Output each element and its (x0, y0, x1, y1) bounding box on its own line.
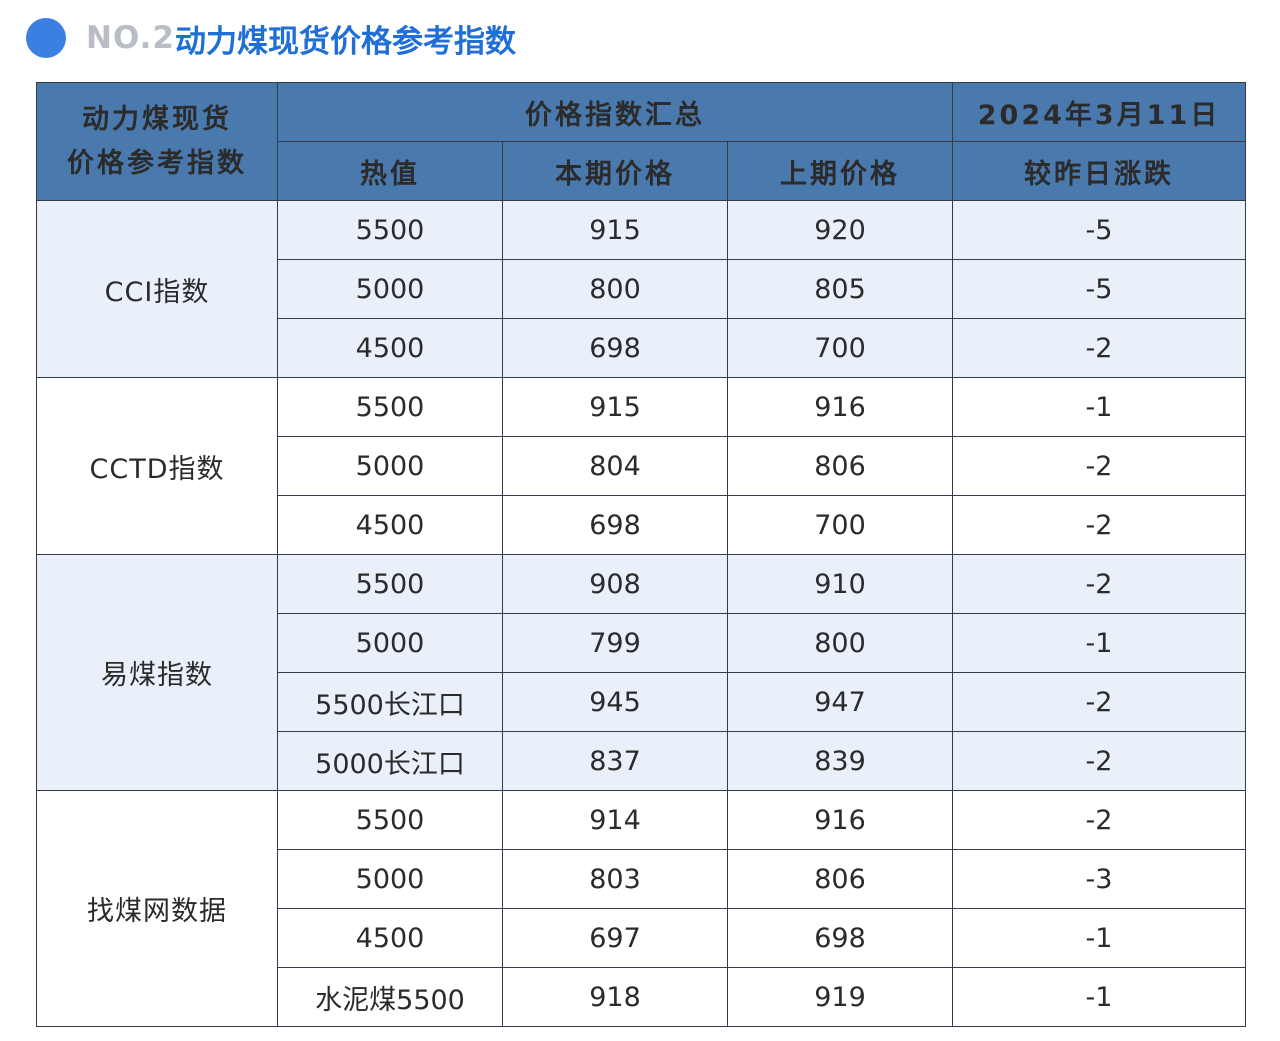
corner-line-1: 动力煤现货 (82, 103, 232, 135)
calorific-cell: 4500 (277, 318, 503, 378)
index-group-name: 找煤网数据 (36, 790, 278, 1027)
previous-price-cell: 947 (726, 672, 954, 732)
corner-line-2: 价格参考指数 (67, 147, 247, 179)
calorific-cell: 水泥煤5500 (277, 967, 503, 1027)
change-cell: -2 (952, 672, 1247, 732)
calorific-cell: 5500 (277, 554, 503, 614)
table-row: 水泥煤5500 918 919 -1 (37, 967, 1247, 1027)
change-cell: -2 (952, 731, 1247, 791)
calorific-cell: 4500 (277, 495, 503, 555)
previous-price-cell: 920 (726, 200, 954, 260)
col-header-change: 较昨日涨跌 (952, 141, 1247, 201)
change-cell: -1 (952, 967, 1247, 1027)
previous-price-cell: 700 (726, 495, 954, 555)
current-price-cell: 918 (502, 967, 728, 1027)
previous-price-cell: 698 (726, 908, 954, 968)
change-cell: -2 (952, 790, 1247, 850)
previous-price-cell: 839 (726, 731, 954, 791)
previous-price-cell: 919 (726, 967, 954, 1027)
change-cell: -1 (952, 613, 1247, 673)
calorific-cell: 5000 (277, 613, 503, 673)
bullet-dot-icon (26, 18, 66, 58)
summary-header: 价格指数汇总 (276, 82, 954, 142)
calorific-cell: 5000 (277, 849, 503, 909)
calorific-cell: 5500 (277, 200, 503, 260)
previous-price-cell: 806 (726, 849, 954, 909)
current-price-cell: 800 (502, 259, 728, 319)
table-row: 易煤指数 5500 908 910 -2 (36, 554, 1247, 791)
header-row-1: 动力煤现货 价格参考指数 价格指数汇总 2024年3月11日 (36, 82, 1247, 201)
change-cell: -5 (952, 200, 1247, 260)
previous-price-cell: 916 (726, 790, 954, 850)
change-cell: -2 (952, 436, 1247, 496)
current-price-cell: 804 (502, 436, 728, 496)
current-price-cell: 914 (502, 790, 728, 850)
index-group-name: 易煤指数 (36, 554, 278, 791)
table-row: 4500 698 700 -2 (37, 495, 1247, 555)
table-row: 4500 698 700 -2 (37, 318, 1247, 378)
previous-price-cell: 916 (726, 377, 954, 437)
previous-price-cell: 800 (726, 613, 954, 673)
calorific-cell: 5500长江口 (277, 672, 503, 732)
table-row: 5500长江口 945 947 -2 (37, 672, 1247, 732)
table-row: CCTD指数 5500 915 916 -1 (36, 377, 1247, 555)
current-price-cell: 915 (502, 377, 728, 437)
table-row: 4500 697 698 -1 (37, 908, 1247, 968)
previous-price-cell: 910 (726, 554, 954, 614)
header-corner-cell: 动力煤现货 价格参考指数 (36, 82, 278, 201)
calorific-cell: 5000长江口 (277, 731, 503, 791)
calorific-cell: 4500 (277, 908, 503, 968)
table-row: 5000 800 805 -5 (37, 259, 1247, 319)
section-heading: NO.2 动力煤现货价格参考指数 (26, 8, 516, 68)
col-header-calorific: 热值 (277, 141, 503, 201)
current-price-cell: 799 (502, 613, 728, 673)
current-price-cell: 837 (502, 731, 728, 791)
current-price-cell: 908 (502, 554, 728, 614)
current-price-cell: 945 (502, 672, 728, 732)
table-row: 找煤网数据 5500 914 916 -2 (36, 790, 1247, 1027)
col-header-previous-price: 上期价格 (726, 141, 954, 201)
calorific-cell: 5500 (277, 790, 503, 850)
change-cell: -2 (952, 318, 1247, 378)
heading-title: 动力煤现货价格参考指数 (174, 23, 516, 60)
col-header-current-price: 本期价格 (502, 141, 728, 201)
table-row: CCI指数 5500 915 920 -5 (36, 200, 1247, 378)
date-header: 2024年3月11日 (952, 82, 1247, 142)
current-price-cell: 697 (502, 908, 728, 968)
previous-price-cell: 806 (726, 436, 954, 496)
index-group-name: CCTD指数 (36, 377, 278, 555)
current-price-cell: 803 (502, 849, 728, 909)
current-price-cell: 698 (502, 318, 728, 378)
current-price-cell: 698 (502, 495, 728, 555)
calorific-cell: 5000 (277, 259, 503, 319)
price-index-table: 动力煤现货 价格参考指数 价格指数汇总 2024年3月11日 热值 本期价格 上… (36, 82, 1247, 1027)
change-cell: -1 (952, 908, 1247, 968)
change-cell: -5 (952, 259, 1247, 319)
index-group-name: CCI指数 (36, 200, 278, 378)
change-cell: -2 (952, 554, 1247, 614)
table-row: 5000长江口 837 839 -2 (37, 731, 1247, 791)
change-cell: -1 (952, 377, 1247, 437)
previous-price-cell: 805 (726, 259, 954, 319)
previous-price-cell: 700 (726, 318, 954, 378)
heading-number: NO.2 (86, 20, 175, 56)
price-index-table-body: 动力煤现货 价格参考指数 价格指数汇总 2024年3月11日 热值 本期价格 上… (36, 82, 1247, 1027)
header-row-2: 热值 本期价格 上期价格 较昨日涨跌 (37, 141, 1247, 201)
change-cell: -2 (952, 495, 1247, 555)
current-price-cell: 915 (502, 200, 728, 260)
table-row: 5000 799 800 -1 (37, 613, 1247, 673)
calorific-cell: 5000 (277, 436, 503, 496)
change-cell: -3 (952, 849, 1247, 909)
calorific-cell: 5500 (277, 377, 503, 437)
